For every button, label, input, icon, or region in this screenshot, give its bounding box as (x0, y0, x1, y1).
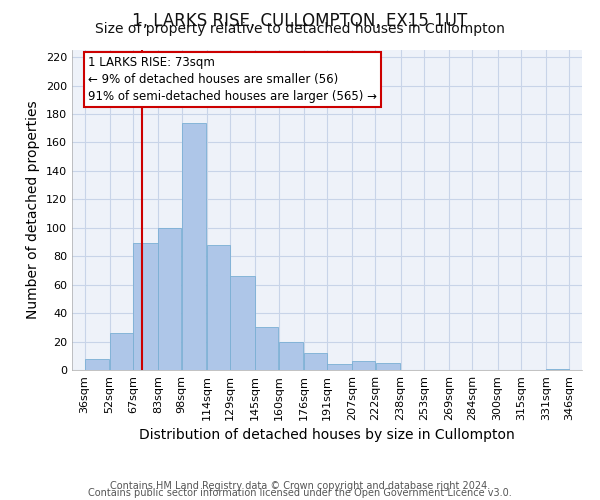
X-axis label: Distribution of detached houses by size in Cullompton: Distribution of detached houses by size … (139, 428, 515, 442)
Bar (255, 328, 278, 370)
Text: 1 LARKS RISE: 73sqm
← 9% of detached houses are smaller (56)
91% of semi-detache: 1 LARKS RISE: 73sqm ← 9% of detached hou… (88, 56, 377, 102)
Bar (207, 245, 230, 370)
Bar (327, 364, 352, 370)
Bar (546, 368, 569, 370)
Bar (376, 363, 400, 370)
Bar (85, 358, 109, 370)
Text: 1, LARKS RISE, CULLOMPTON, EX15 1UT: 1, LARKS RISE, CULLOMPTON, EX15 1UT (133, 12, 467, 30)
Bar (230, 276, 255, 370)
Text: Contains public sector information licensed under the Open Government Licence v3: Contains public sector information licen… (88, 488, 512, 498)
Text: Size of property relative to detached houses in Cullompton: Size of property relative to detached ho… (95, 22, 505, 36)
Bar (158, 228, 181, 370)
Bar (133, 244, 158, 370)
Bar (352, 362, 375, 370)
Bar (279, 342, 303, 370)
Bar (304, 353, 327, 370)
Text: Contains HM Land Registry data © Crown copyright and database right 2024.: Contains HM Land Registry data © Crown c… (110, 481, 490, 491)
Bar (182, 122, 206, 370)
Y-axis label: Number of detached properties: Number of detached properties (26, 100, 40, 320)
Bar (110, 333, 133, 370)
